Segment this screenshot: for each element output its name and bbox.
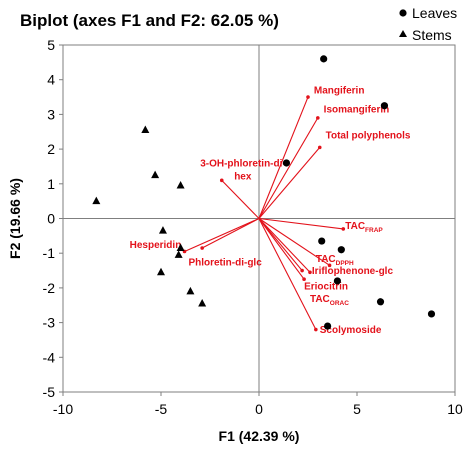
x-axis-title: F1 (42.39 %) (219, 428, 300, 444)
variable-label: TACDPPH (316, 254, 354, 267)
stems-point (157, 267, 165, 276)
variable-vector-tip (314, 327, 318, 332)
variable-vector-tip (306, 95, 310, 99)
variable-vector-tip (327, 263, 332, 268)
variable-vector-tip (219, 178, 224, 183)
chart-title: Biplot (axes F1 and F2: 62.05 %) (20, 11, 279, 30)
stems-point (176, 243, 185, 251)
y-tick-label: 4 (47, 72, 55, 88)
variable-vector-line (258, 147, 321, 219)
variable-vector-line (258, 218, 311, 273)
x-tick-label: -10 (53, 401, 73, 417)
legend-leaves-marker (399, 9, 407, 17)
variable-vector-tip (317, 145, 322, 150)
y-tick-label: -2 (43, 280, 56, 296)
stems-point (176, 181, 185, 189)
variable-vector-tip (341, 227, 346, 231)
variable-label: TACFRAP (345, 221, 383, 234)
leaves-point (318, 237, 326, 245)
x-tick-label: 5 (353, 401, 361, 417)
variable-label: Phloretin-di-glc (188, 257, 262, 268)
variable-vector-tip (308, 270, 312, 275)
leaves-point (320, 55, 328, 63)
variable-label: Hesperidin (130, 240, 182, 251)
variable-label: Iriflophenone-glc (312, 266, 394, 277)
legend-stems-marker (399, 30, 407, 37)
x-tick-label: 10 (447, 401, 463, 417)
variable-label: Mangiferin (314, 86, 365, 97)
variable-vector-line (258, 218, 305, 280)
leaves-point (376, 298, 385, 306)
variable-vectors: Mangiferin Isomangiferin Total polyphenols… (130, 86, 411, 336)
stems-point (158, 226, 167, 234)
leaves-point (380, 102, 389, 110)
variable-label: 3-OH-phloretin-di-hex (200, 158, 286, 182)
variable-label: Eriocitrin (304, 282, 348, 293)
y-tick-label: 0 (47, 211, 55, 227)
y-tick-label: -1 (43, 245, 56, 261)
observation-points (92, 55, 436, 330)
y-tick-label: 5 (47, 37, 55, 53)
variable-vector-tip (300, 268, 304, 273)
variable-label: Isomangiferin (324, 105, 390, 116)
variable-vector-line (221, 179, 260, 219)
leaves-point (333, 277, 341, 285)
variable-vector-tip (316, 116, 320, 120)
variable-label: TACORAC (310, 294, 349, 307)
variable-vector-line (258, 218, 330, 266)
y-tick-label: -5 (43, 384, 56, 400)
variable-vector-tip (302, 277, 306, 282)
variable-label: Scolymoside (320, 325, 382, 336)
x-tick-label: 0 (255, 401, 263, 417)
variable-vector-line (184, 217, 260, 252)
variable-vector-tip (200, 246, 204, 250)
variable-vector-line (258, 218, 303, 271)
stems-point (186, 286, 195, 295)
variable-vector-line (258, 218, 317, 330)
leaves-point (337, 246, 345, 254)
leaves-point (282, 159, 291, 167)
y-tick-label: 1 (47, 176, 55, 192)
y-tick-label: 3 (47, 106, 55, 122)
stems-point (198, 299, 207, 307)
legend: Leaves Stems (399, 5, 457, 43)
stems-point (174, 250, 183, 258)
variable-vector-line (258, 117, 319, 219)
stems-point (141, 125, 150, 134)
leaves-point (324, 322, 332, 330)
legend-leaves-label: Leaves (412, 5, 457, 21)
y-tick-label: -4 (43, 349, 56, 365)
variable-vector-line (258, 217, 344, 230)
variable-label: Total polyphenols (326, 131, 411, 142)
variable-vector-line (201, 218, 260, 249)
y-tick-label: -3 (43, 315, 56, 331)
stems-point (92, 196, 101, 205)
y-tick-label: 2 (47, 141, 55, 157)
variable-vector-line (258, 96, 309, 219)
x-tick-label: -5 (155, 401, 168, 417)
y-axis-title: F2 (19.66 %) (7, 178, 23, 259)
stems-point (151, 170, 160, 179)
legend-stems-label: Stems (412, 27, 452, 43)
leaves-point (427, 310, 436, 318)
